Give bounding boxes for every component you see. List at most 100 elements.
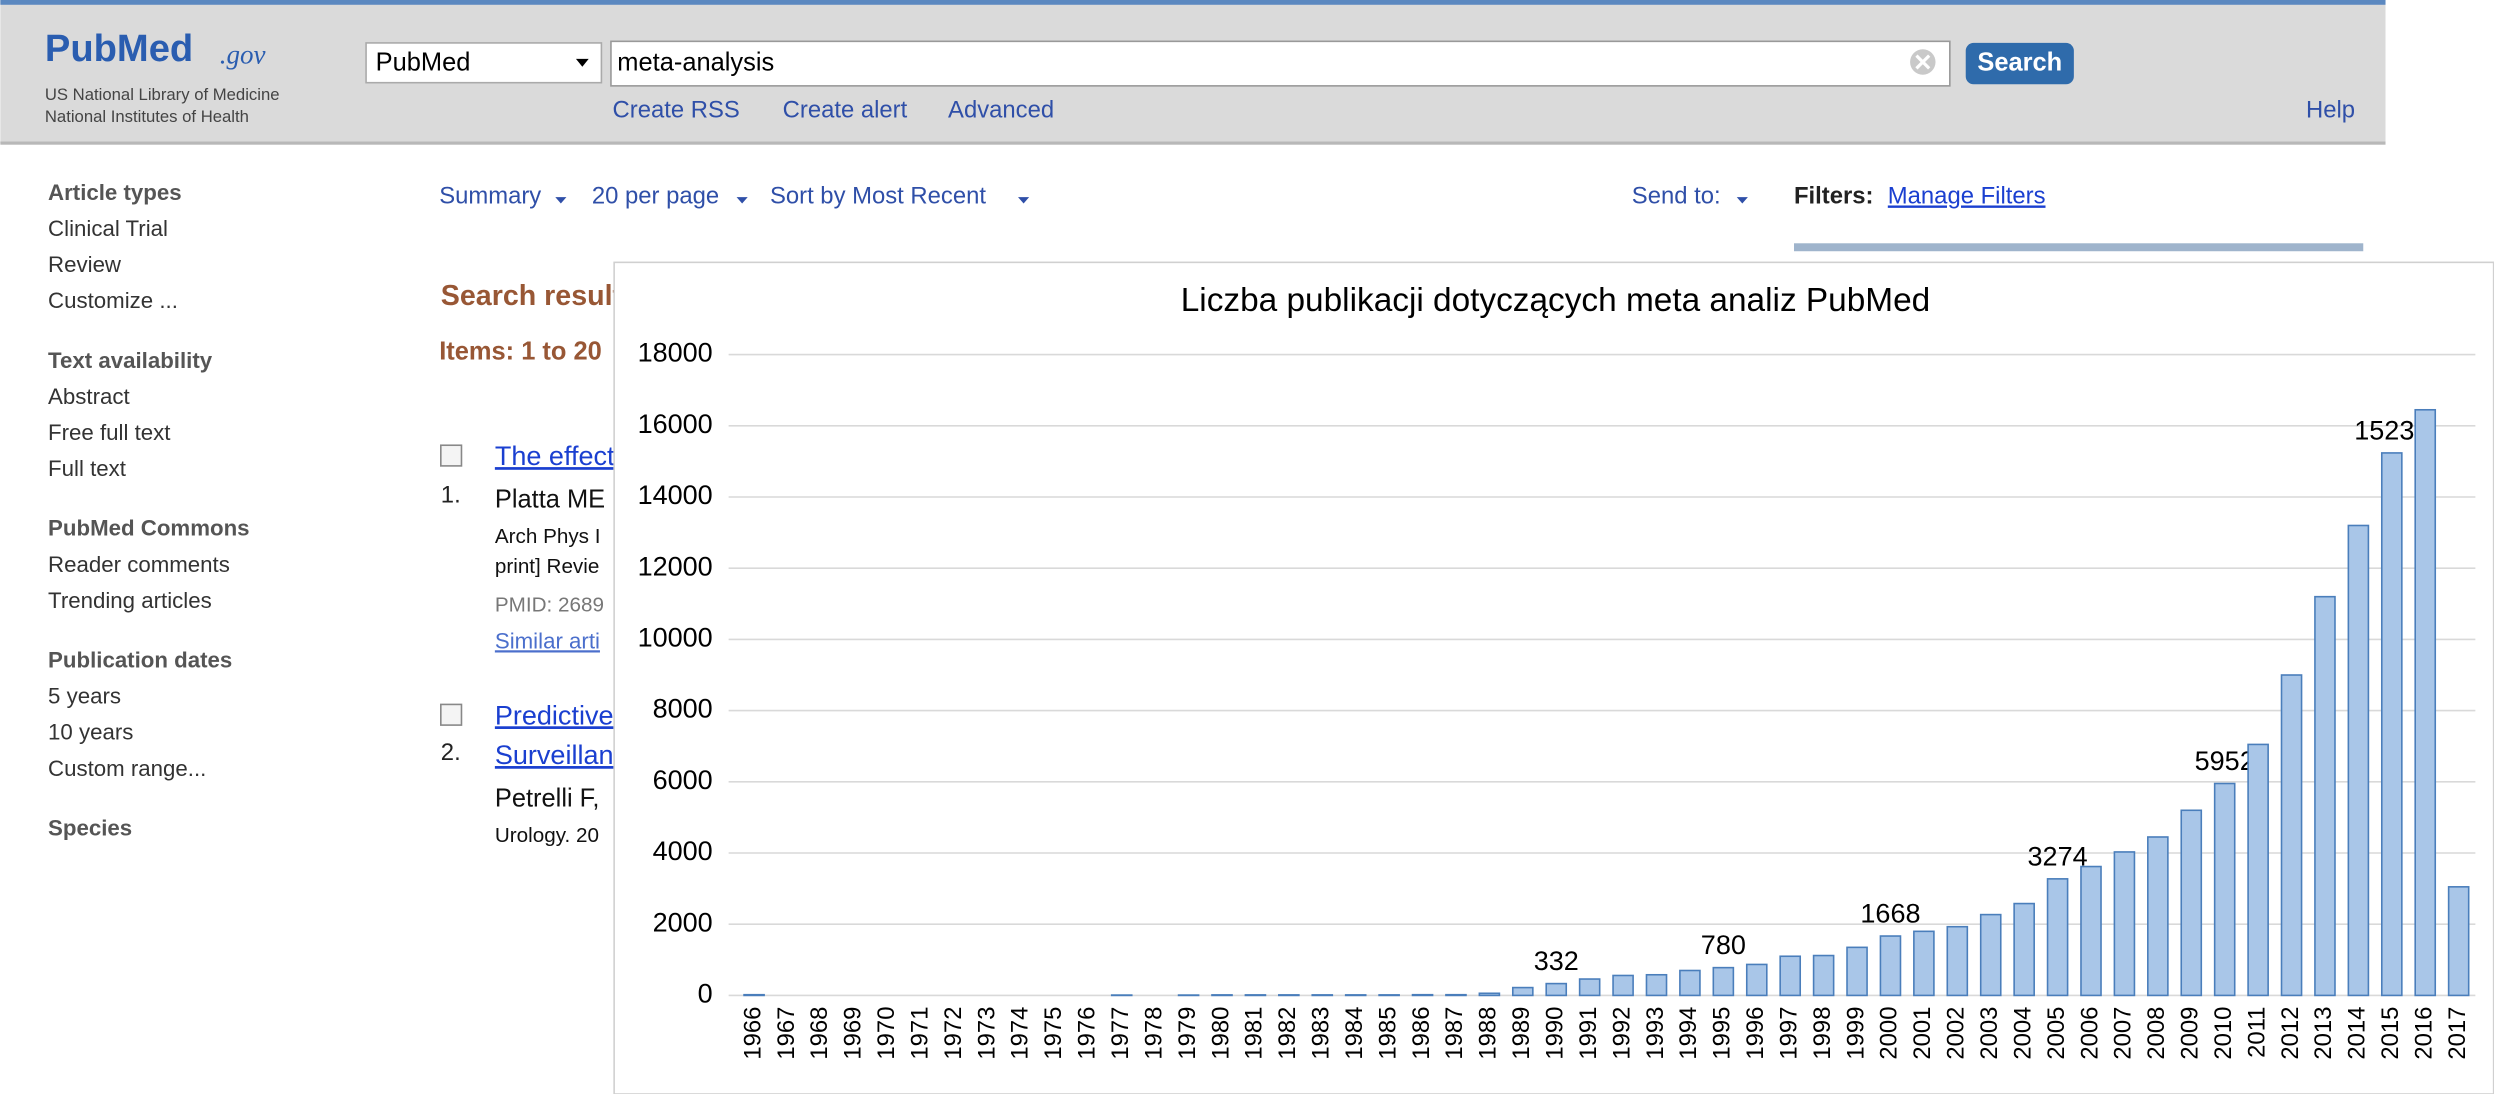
- bar: [2080, 865, 2102, 997]
- x-tick-label: 1970: [873, 1007, 900, 1060]
- x-tick-label: 2003: [1976, 1007, 2003, 1060]
- y-tick-label: 0: [698, 979, 713, 1009]
- x-tick-label: 1994: [1675, 1007, 1702, 1060]
- database-select[interactable]: [365, 42, 603, 84]
- bar: [2447, 886, 2470, 997]
- help-link[interactable]: Help: [2306, 97, 2355, 124]
- sidebar-item[interactable]: 5 years: [48, 684, 121, 709]
- bar: [1913, 930, 1935, 997]
- sidebar-heading: Text availability: [48, 348, 213, 373]
- x-tick-label: 2011: [2243, 1007, 2270, 1058]
- x-tick-label: 1997: [1775, 1007, 1802, 1060]
- sidebar: Article types Clinical Trial Review Customi…: [48, 180, 250, 841]
- bar: [743, 993, 765, 997]
- sidebar-item[interactable]: Trending articles: [48, 588, 212, 613]
- x-tick-label: 1969: [840, 1007, 867, 1060]
- search-button[interactable]: [1965, 42, 2074, 85]
- result-title[interactable]: Predictive: [495, 700, 614, 730]
- search-input[interactable]: [610, 40, 1951, 87]
- x-tick-label: 1986: [1408, 1007, 1435, 1060]
- chart-panel: [613, 261, 2494, 1094]
- bar: [1612, 974, 1634, 997]
- bar: [1578, 978, 1601, 997]
- x-tick-label: 2014: [2344, 1007, 2371, 1060]
- y-tick-label: 18000: [638, 338, 713, 368]
- y-tick-label: 2000: [653, 907, 713, 937]
- sidebar-item[interactable]: Reader comments: [48, 552, 230, 577]
- x-tick-label: 1992: [1608, 1007, 1635, 1060]
- sidebar-item[interactable]: Abstract: [48, 384, 130, 409]
- x-tick-label: 1976: [1074, 1007, 1101, 1060]
- bar: [2280, 674, 2303, 997]
- x-tick-label: 2017: [2444, 1007, 2471, 1060]
- x-tick-label: 1980: [1207, 1007, 1234, 1060]
- x-tick-label: 1988: [1475, 1007, 1502, 1060]
- x-tick-label: 2007: [2110, 1007, 2137, 1060]
- bar: [2414, 408, 2437, 997]
- toolbar-menu[interactable]: 20 per page: [592, 182, 719, 209]
- bar: [2046, 878, 2069, 997]
- x-tick-label: 2012: [2277, 1007, 2304, 1060]
- result-line: Petrelli F,: [495, 785, 600, 813]
- org-line: US National Library of Medicine: [45, 85, 280, 104]
- bar: [1344, 994, 1367, 997]
- items-count: Items: 1 to 20: [439, 338, 602, 366]
- bar: [2380, 452, 2403, 997]
- link[interactable]: Create RSS: [613, 97, 740, 124]
- sidebar-item[interactable]: Full text: [48, 456, 127, 481]
- send-to[interactable]: Send to:: [1632, 182, 1721, 209]
- logo-suffix[interactable]: .gov: [220, 39, 266, 69]
- x-tick-label: 1982: [1274, 1007, 1301, 1060]
- result-title[interactable]: The effect: [495, 441, 615, 471]
- x-tick-label: 1983: [1308, 1007, 1335, 1060]
- link[interactable]: Create alert: [783, 97, 908, 124]
- result-number: 1.: [441, 481, 461, 508]
- x-tick-label: 1966: [739, 1007, 766, 1060]
- bar: [2247, 743, 2269, 997]
- x-tick-label: 2005: [2043, 1007, 2070, 1060]
- toolbar-menu[interactable]: Summary: [439, 182, 541, 209]
- x-tick-label: 2016: [2411, 1007, 2438, 1060]
- results-heading: Search results: [441, 280, 638, 312]
- x-tick-label: 1987: [1441, 1007, 1468, 1060]
- sidebar-item[interactable]: 10 years: [48, 720, 133, 745]
- similar-link[interactable]: Similar arti: [495, 628, 600, 653]
- bar: [1645, 973, 1668, 997]
- x-tick-label: 1991: [1575, 1007, 1602, 1060]
- bar: [1979, 913, 2002, 997]
- y-tick-label: 12000: [638, 551, 713, 581]
- bar: [2113, 851, 2136, 997]
- query-text: meta-analysis: [617, 48, 774, 76]
- sidebar-item[interactable]: Clinical Trial: [48, 216, 168, 241]
- result-title[interactable]: Surveillan: [495, 740, 614, 770]
- checkbox[interactable]: [440, 444, 463, 467]
- filters-label: Filters:: [1794, 182, 1874, 209]
- link[interactable]: Advanced: [948, 97, 1054, 124]
- x-tick-label: 1999: [1842, 1007, 1869, 1060]
- manage-filters[interactable]: Manage Filters: [1888, 182, 2046, 209]
- result-line: print] Revie: [495, 555, 599, 578]
- x-tick-label: 1995: [1709, 1007, 1736, 1060]
- toolbar-menu[interactable]: Sort by Most Recent: [770, 182, 986, 209]
- x-tick-label: 1978: [1140, 1007, 1167, 1060]
- chart-title: Liczba publikacji dotyczących meta anali…: [1181, 282, 1930, 319]
- logo[interactable]: PubMed: [45, 27, 193, 70]
- sidebar-item[interactable]: Custom range...: [48, 756, 206, 781]
- search-button-label[interactable]: Search: [1977, 48, 2062, 76]
- header-border: [0, 141, 2386, 145]
- y-tick-label: 6000: [653, 765, 713, 795]
- x-tick-label: 2008: [2143, 1007, 2170, 1060]
- sidebar-item[interactable]: Review: [48, 252, 122, 277]
- x-tick-label: 2015: [2377, 1007, 2404, 1060]
- sidebar-item[interactable]: Customize ...: [48, 288, 178, 313]
- x-tick-label: 1977: [1107, 1007, 1134, 1060]
- checkbox[interactable]: [440, 703, 463, 726]
- bar: [1445, 993, 1467, 997]
- x-tick-label: 1973: [973, 1007, 1000, 1060]
- bar: [2213, 782, 2236, 997]
- value-label: 332: [1534, 946, 1579, 976]
- sidebar-item[interactable]: Free full text: [48, 420, 171, 445]
- x-tick-label: 1975: [1040, 1007, 1067, 1060]
- value-label: 780: [1701, 930, 1746, 960]
